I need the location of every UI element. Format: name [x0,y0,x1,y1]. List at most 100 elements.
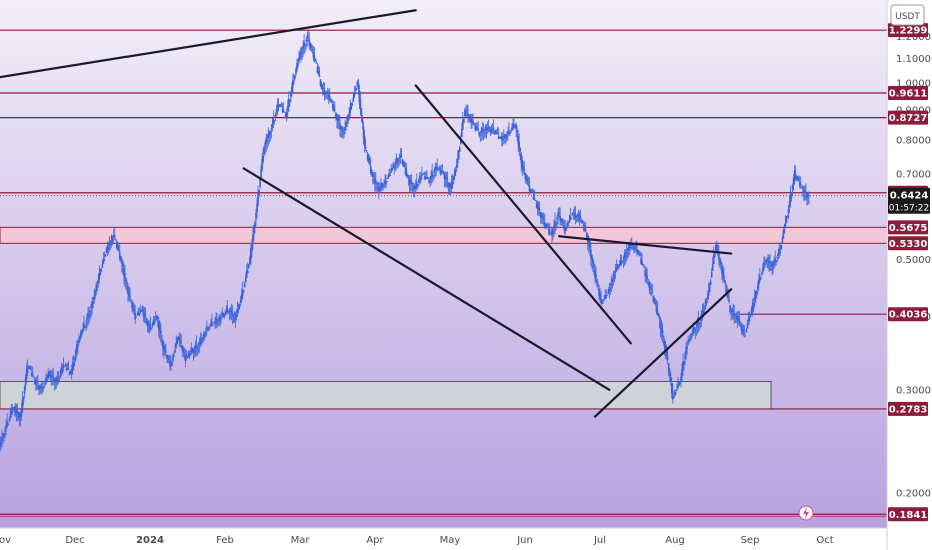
candle-body [158,325,161,332]
candle-body [385,182,387,185]
candle-body [520,153,523,164]
supply-zone [0,226,888,244]
candle-body [305,39,307,42]
candle-body [11,412,14,414]
y-tick-label: 0.5000 [896,255,931,266]
candle-body [489,128,492,133]
candle-body [401,159,404,165]
candle-body [286,105,289,111]
y-tick-label: 0.3000 [896,385,931,396]
candle-body [68,371,71,376]
candle-body [681,368,683,376]
candle-body [134,312,136,320]
candle-body [402,162,405,166]
candle-body [274,114,277,118]
candle-body [136,314,139,316]
candle-body [157,321,160,329]
candle-body [114,238,117,240]
candle-body [655,305,658,313]
candle-body [597,284,599,286]
candle-body [492,127,495,130]
candle-body [582,224,585,230]
candle-body [747,318,750,325]
candle-body [272,118,275,124]
candle-body [44,381,46,385]
candle-body [139,312,142,314]
candle-body [217,319,219,321]
candle-body [741,327,744,332]
candle-body [252,234,254,243]
candle-body [295,69,297,75]
candle-body [360,108,363,117]
y-tick-label: 0.7000 [896,169,931,180]
candle-body [680,376,682,382]
candle-body [442,170,445,173]
candle-body [129,295,131,298]
candle-body [686,346,688,349]
candle-body [484,126,487,130]
candle-body [419,176,421,181]
candle-body [393,166,396,169]
candle-body [768,261,770,264]
candle-body [774,258,776,263]
candle-body [369,165,372,173]
candle-body [703,305,706,310]
candle-body [174,349,176,353]
candle-body [548,229,550,234]
candle-body [320,83,323,90]
candle-body [368,161,371,164]
candle-body [349,107,352,114]
candle-body [51,375,54,377]
candle-body [63,365,66,367]
x-tick-label: Oct [816,535,833,546]
candle-body [746,323,749,329]
candle-body [740,324,743,331]
candle-body [571,214,574,216]
candle-body [461,128,463,138]
candle-body [570,218,573,220]
level-price-tag-text: 0.5330 [889,239,928,250]
candle-body [197,344,200,346]
candle-body [452,175,455,181]
candle-body [447,182,450,187]
candle-body [617,266,620,268]
candle-body [32,376,35,378]
candle-body [650,288,653,291]
candle-body [464,109,466,117]
candle-body [572,213,575,215]
candle-body [573,212,576,214]
candle-body [400,156,403,158]
candle-body [624,255,627,257]
candle-body [413,187,416,189]
candle-body [488,126,491,129]
candle-body [371,173,374,176]
candle-body [278,104,281,107]
candle-body [39,386,41,389]
currency-button[interactable]: USDT [890,4,925,26]
candle-body [84,325,86,327]
candle-body [8,419,11,421]
candle-body [432,174,434,176]
candle-body [170,363,172,367]
candle-body [498,137,501,139]
candle-body [645,273,647,278]
candle-body [619,260,622,265]
candle-body [517,135,519,144]
candle-body [194,346,197,349]
candle-body [223,314,226,317]
lightning-bolt-icon[interactable] [798,505,814,521]
candle-body [682,361,684,370]
candle-body [373,178,376,184]
candle-body [228,310,231,313]
candle-body [322,88,325,90]
candle-body [353,92,356,98]
candle-body [355,87,358,91]
candle-body [271,123,274,128]
candle-body [211,321,213,326]
candle-body [284,113,287,119]
candle-body [485,128,488,131]
candle-body [534,200,537,202]
candle-body [372,175,375,177]
